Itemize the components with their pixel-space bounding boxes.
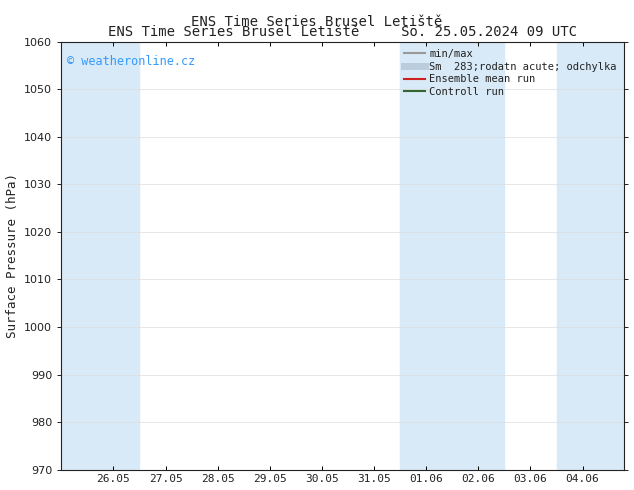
Y-axis label: Surface Pressure (hPa): Surface Pressure (hPa) [6,173,18,338]
Text: ENS Time Series Brusel Letiště: ENS Time Series Brusel Letiště [191,15,443,29]
Legend: min/max, Sm  283;rodatn acute; odchylka, Ensemble mean run, Controll run: min/max, Sm 283;rodatn acute; odchylka, … [403,47,619,99]
Bar [452,42,505,469]
Title: ENS Time Series Brusel Letiště     So. 25.05.2024 09 UTC: ENS Time Series Brusel Letiště So. 25.05… [108,25,578,39]
Bar [557,42,624,469]
Bar [400,42,452,469]
Bar [61,42,139,469]
Text: © weatheronline.cz: © weatheronline.cz [67,54,195,68]
